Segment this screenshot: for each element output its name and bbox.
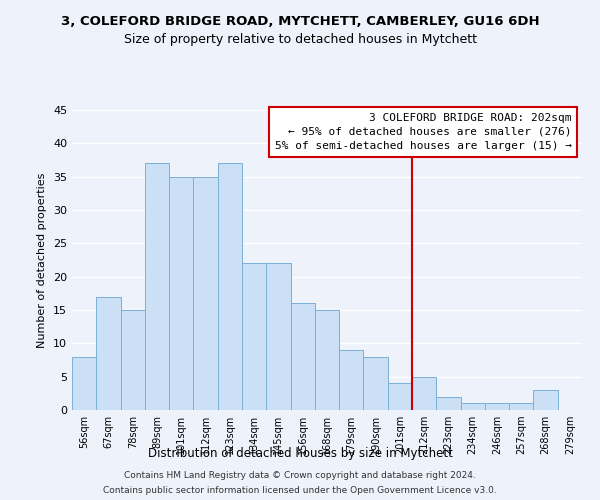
Bar — [436, 396, 461, 410]
Text: Size of property relative to detached houses in Mytchett: Size of property relative to detached ho… — [124, 32, 476, 46]
Bar — [242, 264, 266, 410]
Text: 3, COLEFORD BRIDGE ROAD, MYTCHETT, CAMBERLEY, GU16 6DH: 3, COLEFORD BRIDGE ROAD, MYTCHETT, CAMBE… — [61, 15, 539, 28]
Bar — [96, 296, 121, 410]
Bar — [461, 404, 485, 410]
Bar — [193, 176, 218, 410]
Bar — [533, 390, 558, 410]
Bar — [145, 164, 169, 410]
Bar — [169, 176, 193, 410]
Text: 3 COLEFORD BRIDGE ROAD: 202sqm
← 95% of detached houses are smaller (276)
5% of : 3 COLEFORD BRIDGE ROAD: 202sqm ← 95% of … — [275, 113, 572, 151]
Bar — [388, 384, 412, 410]
Bar — [121, 310, 145, 410]
Bar — [509, 404, 533, 410]
Y-axis label: Number of detached properties: Number of detached properties — [37, 172, 47, 348]
Text: Contains HM Land Registry data © Crown copyright and database right 2024.: Contains HM Land Registry data © Crown c… — [124, 471, 476, 480]
Bar — [364, 356, 388, 410]
Bar — [339, 350, 364, 410]
Bar — [218, 164, 242, 410]
Text: Contains public sector information licensed under the Open Government Licence v3: Contains public sector information licen… — [103, 486, 497, 495]
Bar — [72, 356, 96, 410]
Bar — [412, 376, 436, 410]
Bar — [485, 404, 509, 410]
Text: Distribution of detached houses by size in Mytchett: Distribution of detached houses by size … — [148, 448, 452, 460]
Bar — [315, 310, 339, 410]
Bar — [266, 264, 290, 410]
Bar — [290, 304, 315, 410]
